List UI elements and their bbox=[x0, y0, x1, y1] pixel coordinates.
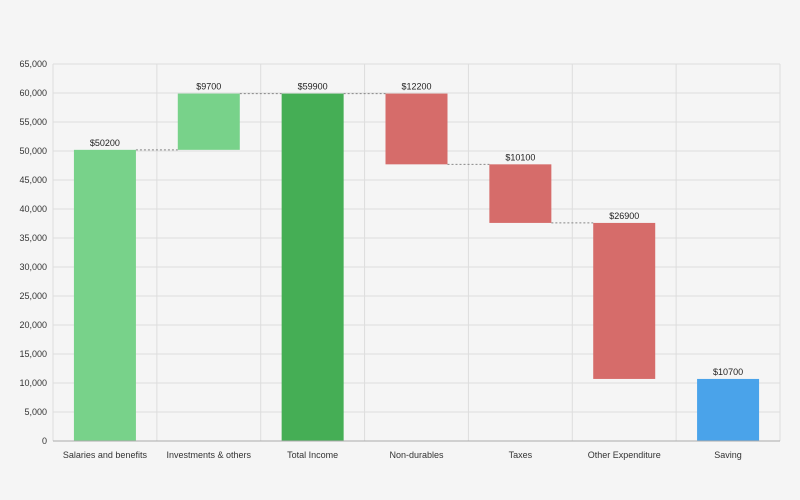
y-tick-label: 50,000 bbox=[19, 146, 47, 156]
data-labels: $50200 $9700 $59900 $12200 $10100 $26900 $1070… bbox=[90, 82, 743, 377]
data-label: $10100 bbox=[505, 152, 535, 162]
bar-increase[interactable] bbox=[177, 93, 240, 150]
y-tick-label: 25,000 bbox=[19, 291, 47, 301]
y-axis-ticks: 0 5,000 10,000 15,000 20,000 25,000 30,000 35,0… bbox=[19, 59, 47, 446]
y-tick-label: 30,000 bbox=[19, 262, 47, 272]
y-tick-label: 40,000 bbox=[19, 204, 47, 214]
data-label: $10700 bbox=[713, 367, 743, 377]
y-tick-label: 60,000 bbox=[19, 88, 47, 98]
x-category-label: Other Expenditure bbox=[588, 450, 661, 460]
y-tick-label: 10,000 bbox=[19, 378, 47, 388]
bar-decrease[interactable] bbox=[489, 164, 552, 223]
connector-lines bbox=[135, 93, 594, 224]
data-label: $12200 bbox=[401, 82, 431, 92]
bar-decrease[interactable] bbox=[593, 222, 656, 379]
bar-total[interactable] bbox=[281, 93, 344, 441]
y-tick-label: 55,000 bbox=[19, 117, 47, 127]
x-category-label: Taxes bbox=[509, 450, 533, 460]
y-tick-label: 45,000 bbox=[19, 175, 47, 185]
x-category-label: Salaries and benefits bbox=[63, 450, 148, 460]
x-category-label: Total Income bbox=[287, 450, 338, 460]
y-tick-label: 35,000 bbox=[19, 233, 47, 243]
x-category-label: Saving bbox=[714, 450, 742, 460]
data-label: $50200 bbox=[90, 138, 120, 148]
x-category-label: Non-durables bbox=[389, 450, 444, 460]
y-tick-label: 20,000 bbox=[19, 320, 47, 330]
y-tick-label: 5,000 bbox=[24, 407, 47, 417]
bar-decrease[interactable] bbox=[385, 93, 448, 165]
y-tick-label: 65,000 bbox=[19, 59, 47, 69]
data-label: $59900 bbox=[298, 82, 328, 92]
data-label: $9700 bbox=[196, 82, 221, 92]
bars bbox=[73, 93, 760, 441]
y-tick-label: 15,000 bbox=[19, 349, 47, 359]
bar-increase[interactable] bbox=[73, 149, 136, 441]
x-axis-categories: Salaries and benefits Investments & other… bbox=[63, 450, 742, 460]
y-tick-label: 0 bbox=[42, 436, 47, 446]
data-label: $26900 bbox=[609, 211, 639, 221]
bar-result[interactable] bbox=[697, 378, 760, 441]
x-category-label: Investments & others bbox=[167, 450, 252, 460]
